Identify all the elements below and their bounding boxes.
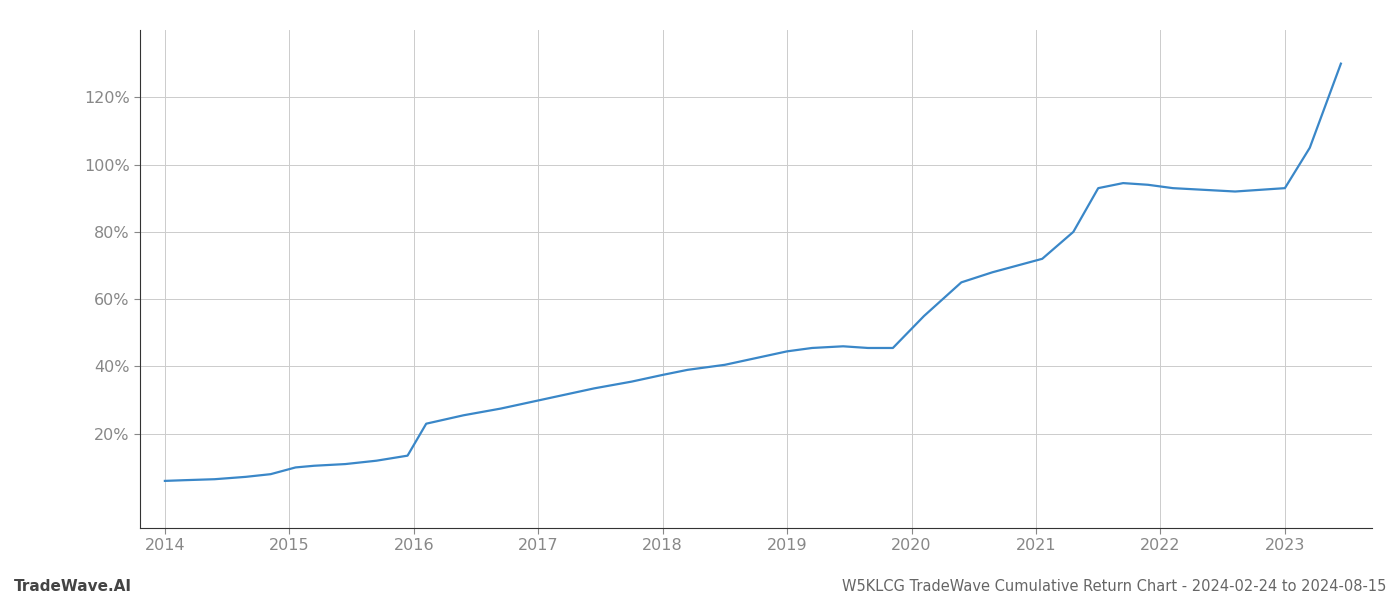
Text: TradeWave.AI: TradeWave.AI xyxy=(14,579,132,594)
Text: W5KLCG TradeWave Cumulative Return Chart - 2024-02-24 to 2024-08-15: W5KLCG TradeWave Cumulative Return Chart… xyxy=(841,579,1386,594)
